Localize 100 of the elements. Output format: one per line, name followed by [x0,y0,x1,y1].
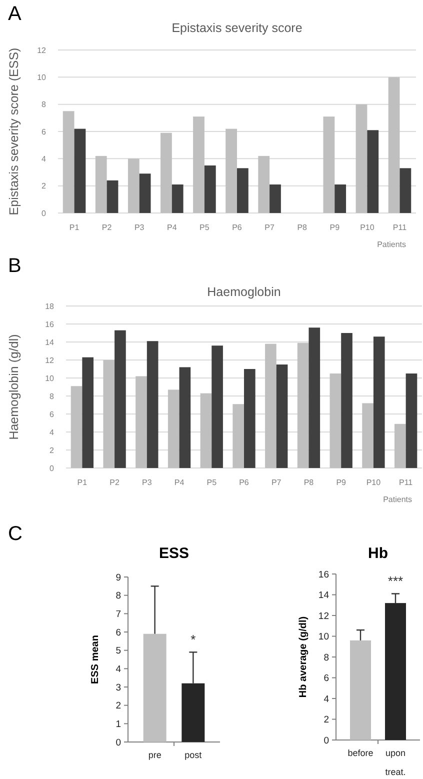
y-tick-label: 3 [116,682,121,694]
x-tick-label: P6 [239,478,250,487]
y-tick-label: 18 [45,302,55,311]
x-tick-label: P10 [360,223,375,232]
bar [362,403,374,468]
bar [226,128,237,213]
y-tick-label: 8 [116,590,121,602]
bar [70,386,82,468]
y-tick-label: 0 [116,737,121,748]
y-tick-label: 4 [324,694,329,705]
y-tick-label: 16 [45,320,55,329]
y-tick-label: 14 [45,338,55,347]
y-tick-label: 6 [324,673,329,684]
x-tick-label: P5 [206,478,218,487]
x-tick-label: P1 [77,478,88,487]
x-tick-label: P11 [392,223,408,232]
bar [258,156,270,213]
chart-title: ESS [158,545,190,562]
x-tick-label: P9 [330,223,340,232]
x-tick-label: P3 [142,478,152,487]
bar [270,184,281,213]
y-tick-label: 2 [116,700,121,712]
y-tick-label: 2 [50,446,55,455]
y-tick-label: 2 [324,714,329,726]
bar [95,156,107,213]
y-tick-label: 2 [42,182,47,191]
bar [406,374,418,468]
x-tick-label: P7 [271,478,282,487]
x-tick-label: pre [148,750,162,760]
annotation: *** [388,574,404,589]
chart-title: Haemoglobin [207,285,281,299]
y-tick-label: 14 [318,590,329,602]
x-tick-label: P7 [264,223,275,232]
x-axis-title: Patients [377,240,406,249]
x-tick-label: P2 [102,223,112,232]
y-tick-label: 4 [42,154,47,164]
bar [334,184,346,213]
x-axis-title: Patients [383,495,412,504]
bar [179,367,191,468]
text: A [8,3,22,25]
bar [172,184,184,213]
y-tick-label: 6 [50,410,55,419]
chart-title: Hb [368,545,388,562]
bar [139,174,151,213]
bar [103,360,115,468]
bar [237,168,248,213]
bar [276,364,288,468]
bar [394,424,406,468]
y-tick-label: 16 [318,569,329,580]
y-tick-label: 8 [324,652,329,664]
y-tick-label: 4 [116,664,121,675]
y-tick-label: 8 [42,100,47,110]
bar [373,336,385,468]
bar [82,357,94,468]
x-tick-label: P4 [167,223,178,232]
y-tick-label: 10 [45,374,55,383]
text: C [8,523,22,545]
x-tick-label: before [348,748,374,758]
annotation: * [190,632,196,648]
bar [297,342,309,468]
bar [168,390,180,468]
y-tick-label: 12 [318,610,329,622]
x-tick-label: post [184,750,202,760]
bar [265,344,276,468]
y-tick-label: 10 [318,632,329,643]
y-axis-title: Haemoglobin (g/dl) [7,334,21,440]
bar [244,369,256,468]
bar [367,130,379,213]
y-tick-label: 6 [116,627,121,638]
y-tick-label: 0 [42,208,47,218]
x-tick-label: P5 [200,223,210,232]
bar [212,346,223,468]
x-tick-label: P8 [297,223,308,232]
bar [232,404,244,468]
y-tick-label: 1 [116,718,121,730]
bar [330,374,342,468]
x-tick-label: P11 [399,478,414,487]
y-tick-label: 0 [50,464,55,473]
bar [62,111,74,213]
bar [114,330,126,468]
bar [74,128,86,213]
y-axis-title: ESS mean [90,635,101,684]
x-tick-label: upon treat. [385,748,406,777]
bar [308,328,320,468]
x-tick-label: P6 [232,223,242,232]
bar [323,116,335,213]
bar [204,165,216,213]
chart-title: Epistaxis severity score [172,21,302,35]
x-tick-label: P2 [110,478,120,487]
bar [356,104,368,213]
x-tick-label: P8 [304,478,314,487]
y-tick-label: 4 [50,428,55,437]
y-tick-label: 12 [37,46,47,55]
bar [136,376,147,468]
y-tick-label: 10 [37,72,47,82]
bar [106,180,118,213]
y-tick-label: 7 [116,608,121,620]
y-tick-label: 5 [116,646,121,657]
bar [160,132,172,213]
y-tick-label: 9 [116,572,121,584]
